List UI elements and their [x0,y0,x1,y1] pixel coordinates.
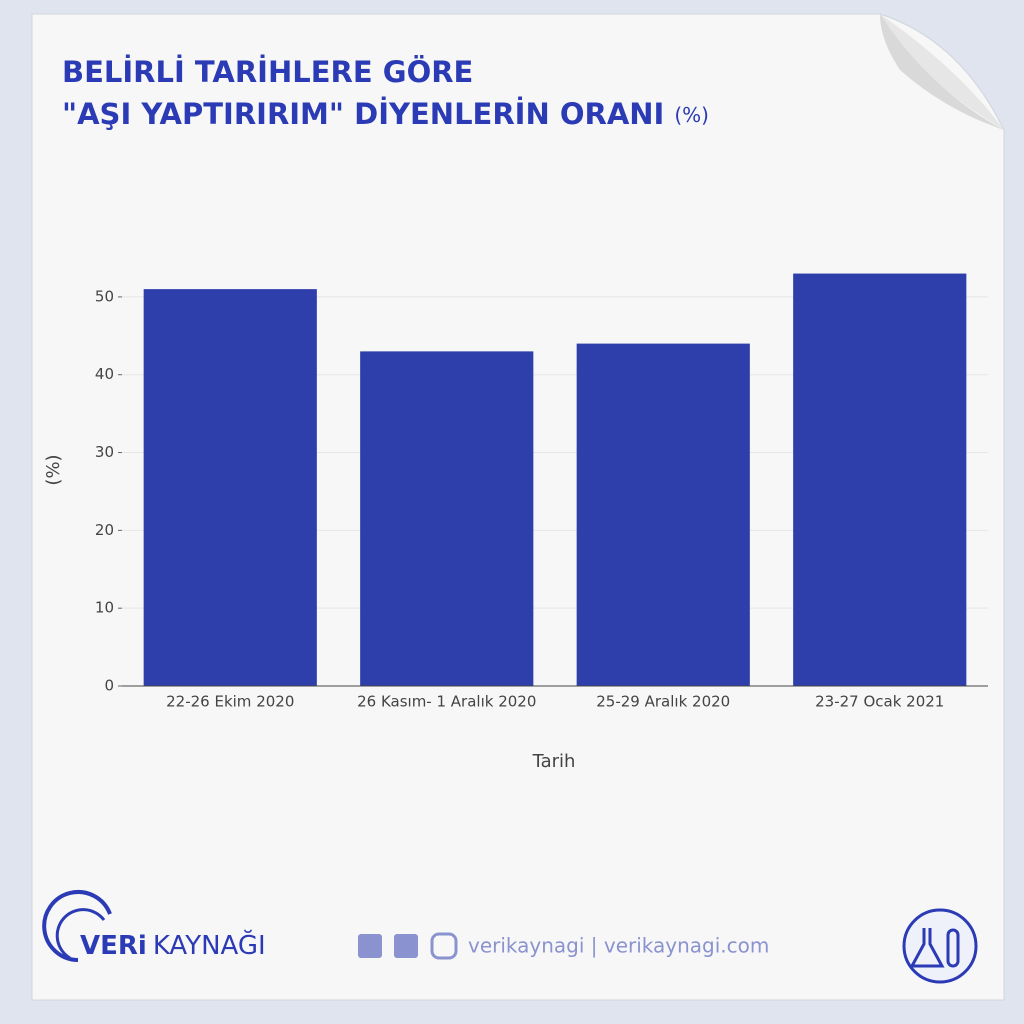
footer: VERi KAYNAĞI verikaynagi | verikaynagi.co… [42,890,978,984]
y-tick-label: 10 [95,599,114,617]
tube [946,928,960,968]
y-tick-label: 20 [95,521,114,539]
bar [793,273,967,686]
y-tick-label: 0 [104,677,114,695]
x-tick-label: 25-29 Aralık 2020 [596,693,730,711]
twitter-icon[interactable] [394,934,418,958]
facebook-icon[interactable] [358,934,382,958]
x-tick-label: 23-27 Ocak 2021 [815,693,944,711]
footer-handle: verikaynagi | verikaynagi.com [468,934,769,958]
brand: VERi KAYNAĞI [80,929,266,961]
y-axis-label: (%) [43,454,64,485]
bar [576,343,750,686]
logo-arc [42,890,112,962]
instagram-icon[interactable] [430,932,458,960]
y-tick-label: 30 [95,443,114,461]
page-curl [880,14,1004,130]
x-tick-label: 22-26 Ekim 2020 [166,693,294,711]
y-tick-label: 40 [95,365,114,383]
y-tick-label: 50 [95,287,114,305]
brand-light: KAYNAĞI [153,929,266,961]
chart-title: "AŞI YAPTIRIRIM" DİYENLERİN ORANI (%) [62,97,709,131]
bar [360,351,534,686]
lab-icon [902,908,978,984]
x-tick-label: 26 Kasım- 1 Aralık 2020 [357,693,536,711]
brand-bold: VERi [80,931,147,961]
bar [143,289,317,686]
flask [909,928,945,968]
logo-arc [55,908,106,960]
x-axis-label: Tarih [532,751,576,772]
chart-title: BELİRLİ TARİHLERE GÖRE [62,55,473,89]
page-curl-shadow [880,14,1004,130]
title-unit: (%) [674,103,709,127]
title-line: "AŞI YAPTIRIRIM" DİYENLERİN ORANI [62,97,664,131]
